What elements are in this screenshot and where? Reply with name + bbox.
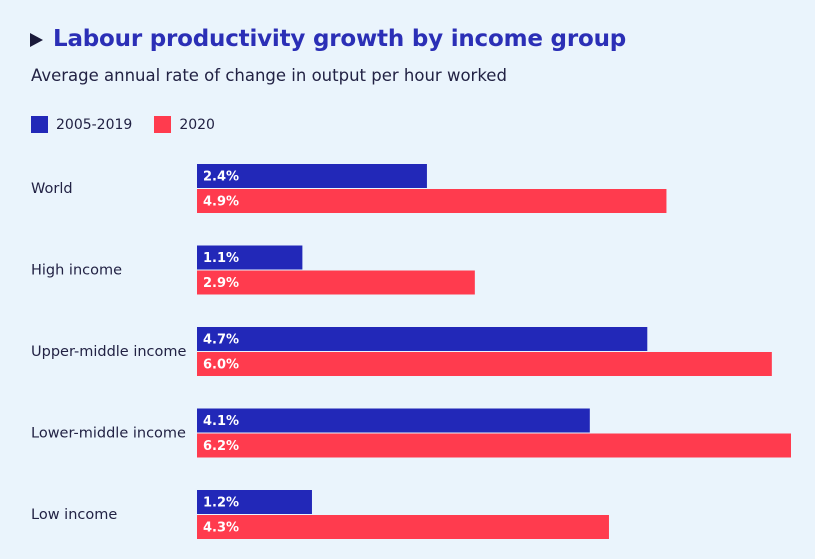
data-label-high-income-series-2: 2.9% <box>203 276 239 291</box>
data-label-world-series-2: 4.9% <box>203 195 239 210</box>
data-label-low-income-series-1: 1.2% <box>203 496 239 511</box>
data-label-world-series-1: 2.4% <box>203 170 239 185</box>
chart-subtitle: Average annual rate of change in output … <box>31 66 507 85</box>
legend-item-series-1: 2005-2019 <box>31 116 132 133</box>
category-label-low-income: Low income <box>31 507 117 523</box>
data-label-high-income-series-1: 1.1% <box>203 251 239 266</box>
legend: 2005-2019 2020 <box>31 116 237 133</box>
data-label-upper-middle-income-series-2: 6.0% <box>203 358 239 373</box>
triangle-marker-icon <box>30 33 43 47</box>
chart-title-row: Labour productivity growth by income gro… <box>30 26 626 52</box>
bar-lower-middle-income-series-1 <box>197 408 590 433</box>
bar-high-income-series-1 <box>197 245 303 270</box>
category-label-world: World <box>31 181 73 197</box>
category-label-lower-middle-income: Lower-middle income <box>31 426 186 442</box>
bar-lower-middle-income-series-2 <box>197 433 791 458</box>
bar-upper-middle-income-series-2 <box>197 352 772 376</box>
data-label-upper-middle-income-series-1: 4.7% <box>203 333 239 348</box>
bar-low-income-series-2 <box>197 515 609 539</box>
bar-low-income-series-1 <box>197 490 312 514</box>
bar-world-series-1 <box>197 164 427 188</box>
category-label-upper-middle-income: Upper-middle income <box>31 344 187 360</box>
legend-swatch-series-1 <box>31 116 48 133</box>
data-label-low-income-series-2: 4.3% <box>203 521 239 536</box>
legend-label-series-1: 2005-2019 <box>56 116 133 133</box>
data-label-lower-middle-income-series-2: 6.2% <box>203 439 239 454</box>
legend-item-series-2: 2020 <box>154 116 215 133</box>
bar-world-series-2 <box>197 189 667 213</box>
bar-high-income-series-2 <box>197 270 475 295</box>
category-label-high-income: High income <box>31 263 122 279</box>
data-label-lower-middle-income-series-1: 4.1% <box>203 414 239 429</box>
legend-swatch-series-2 <box>154 116 172 133</box>
chart-title: Labour productivity growth by income gro… <box>53 26 627 52</box>
bar-upper-middle-income-series-1 <box>197 327 648 351</box>
legend-label-series-2: 2020 <box>179 116 215 133</box>
